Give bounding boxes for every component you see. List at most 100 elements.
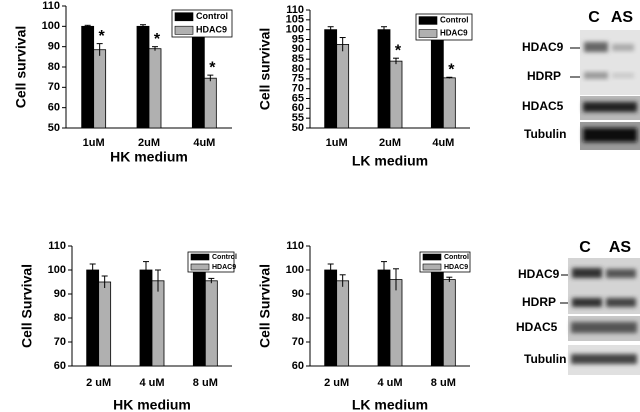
y-tick-label: 110 xyxy=(286,240,304,252)
bar xyxy=(336,280,350,367)
bar xyxy=(389,279,403,367)
x-tick-label: 4uM xyxy=(193,137,215,149)
bar xyxy=(192,269,206,367)
y-tick-label: 70 xyxy=(54,336,66,348)
bar xyxy=(389,60,403,129)
bar xyxy=(98,281,112,367)
error-bar xyxy=(96,43,103,56)
error-bar xyxy=(381,26,387,33)
y-tick-label: 85 xyxy=(292,53,304,65)
bar xyxy=(203,77,217,129)
significance-marker: * xyxy=(154,31,161,48)
blot-column: AS xyxy=(611,9,634,26)
error-bar xyxy=(339,37,346,52)
legend-swatch xyxy=(418,29,438,38)
error-bar xyxy=(393,57,399,65)
error-bar xyxy=(393,268,399,291)
significance-marker: * xyxy=(209,59,216,76)
y-tick-label: 100 xyxy=(48,264,66,276)
y-tick-label: 70 xyxy=(292,83,304,95)
y-tick-label: 50 xyxy=(292,122,304,134)
legend-label: HDAC9 xyxy=(196,25,227,35)
western-blot: C AS HDAC9 HDRP HDAC5 Tubulin xyxy=(522,9,640,150)
x-tick-label: 1uM xyxy=(83,137,105,149)
bar xyxy=(151,280,165,367)
bar xyxy=(324,29,338,129)
y-tick-label: 105 xyxy=(286,14,304,26)
bar xyxy=(336,44,350,129)
blot-band xyxy=(584,72,608,79)
y-tick-label: 90 xyxy=(48,41,60,53)
blot-row: HDAC5 xyxy=(522,99,564,113)
legend-swatch xyxy=(190,253,210,261)
legend-swatch xyxy=(190,263,210,271)
blot-band xyxy=(606,298,636,307)
blot-band xyxy=(572,268,602,278)
y-tick-label: 110 xyxy=(48,240,66,252)
x-axis-label: LK medium xyxy=(352,153,428,169)
x-tick-label: 2uM xyxy=(138,137,160,149)
blot-band xyxy=(571,354,637,364)
error-bar xyxy=(207,74,214,82)
bar xyxy=(324,269,338,367)
legend-swatch xyxy=(174,12,194,22)
x-tick-label: 8 uM xyxy=(431,377,456,389)
bar xyxy=(430,269,444,367)
error-bar xyxy=(339,274,346,287)
legend-label: Control xyxy=(440,16,468,25)
error-bar xyxy=(143,261,149,279)
y-tick-label: 90 xyxy=(54,288,66,300)
x-tick-label: 2uM xyxy=(379,137,401,149)
blot-column: C xyxy=(579,239,591,256)
error-bar xyxy=(208,277,215,284)
y-tick-label: 80 xyxy=(292,63,304,75)
bar xyxy=(81,25,95,129)
error-bar xyxy=(381,261,387,279)
y-tick-label: 55 xyxy=(292,112,304,124)
y-tick-label: 60 xyxy=(292,102,304,114)
bar xyxy=(430,29,444,129)
x-tick-label: 4 uM xyxy=(377,377,402,389)
legend-swatch xyxy=(418,16,438,25)
chart: 50 60 70 80 90 100 110 HK medium Cell survival 1u… xyxy=(13,0,233,165)
legend: Control HDAC9 xyxy=(187,251,237,273)
x-axis-label: LK medium xyxy=(352,397,428,412)
blot-band xyxy=(612,44,634,51)
blot-column: AS xyxy=(609,239,632,256)
blot-row: Tubulin xyxy=(524,352,566,366)
y-tick-label: 65 xyxy=(292,92,304,104)
blot-row: HDAC9 xyxy=(522,40,564,54)
y-tick-label: 75 xyxy=(292,73,304,85)
blot-band xyxy=(584,42,608,52)
y-tick-label: 80 xyxy=(54,312,66,324)
y-tick-label: 100 xyxy=(286,24,304,36)
blot-row: HDAC9 xyxy=(518,267,560,281)
y-tick-label: 95 xyxy=(292,33,304,45)
x-tick-label: 8 uM xyxy=(193,377,218,389)
y-tick-label: 90 xyxy=(292,288,304,300)
legend: Control HDAC9 xyxy=(419,251,471,273)
x-tick-label: 2 uM xyxy=(86,377,111,389)
legend-swatch xyxy=(174,25,194,35)
x-tick-label: 1uM xyxy=(326,137,348,149)
bar xyxy=(139,269,153,367)
bar xyxy=(93,49,107,129)
y-tick-label: 50 xyxy=(48,122,60,134)
legend-label: HDAC9 xyxy=(212,264,236,271)
x-tick-label: 4 uM xyxy=(139,377,164,389)
error-bar xyxy=(155,269,161,292)
error-bar xyxy=(89,263,96,276)
error-bar xyxy=(327,263,334,276)
blot-band xyxy=(583,128,637,142)
legend-label: Control xyxy=(196,11,228,21)
error-bar xyxy=(446,276,453,282)
x-tick-label: 2 uM xyxy=(324,377,349,389)
bar xyxy=(377,269,391,367)
significance-marker: * xyxy=(448,61,455,78)
y-axis-label: Cell Survival xyxy=(19,264,35,348)
y-tick-label: 80 xyxy=(48,61,60,73)
error-bar xyxy=(446,76,453,79)
y-axis-label: Cell survival xyxy=(257,28,273,111)
blot-band xyxy=(572,298,602,307)
